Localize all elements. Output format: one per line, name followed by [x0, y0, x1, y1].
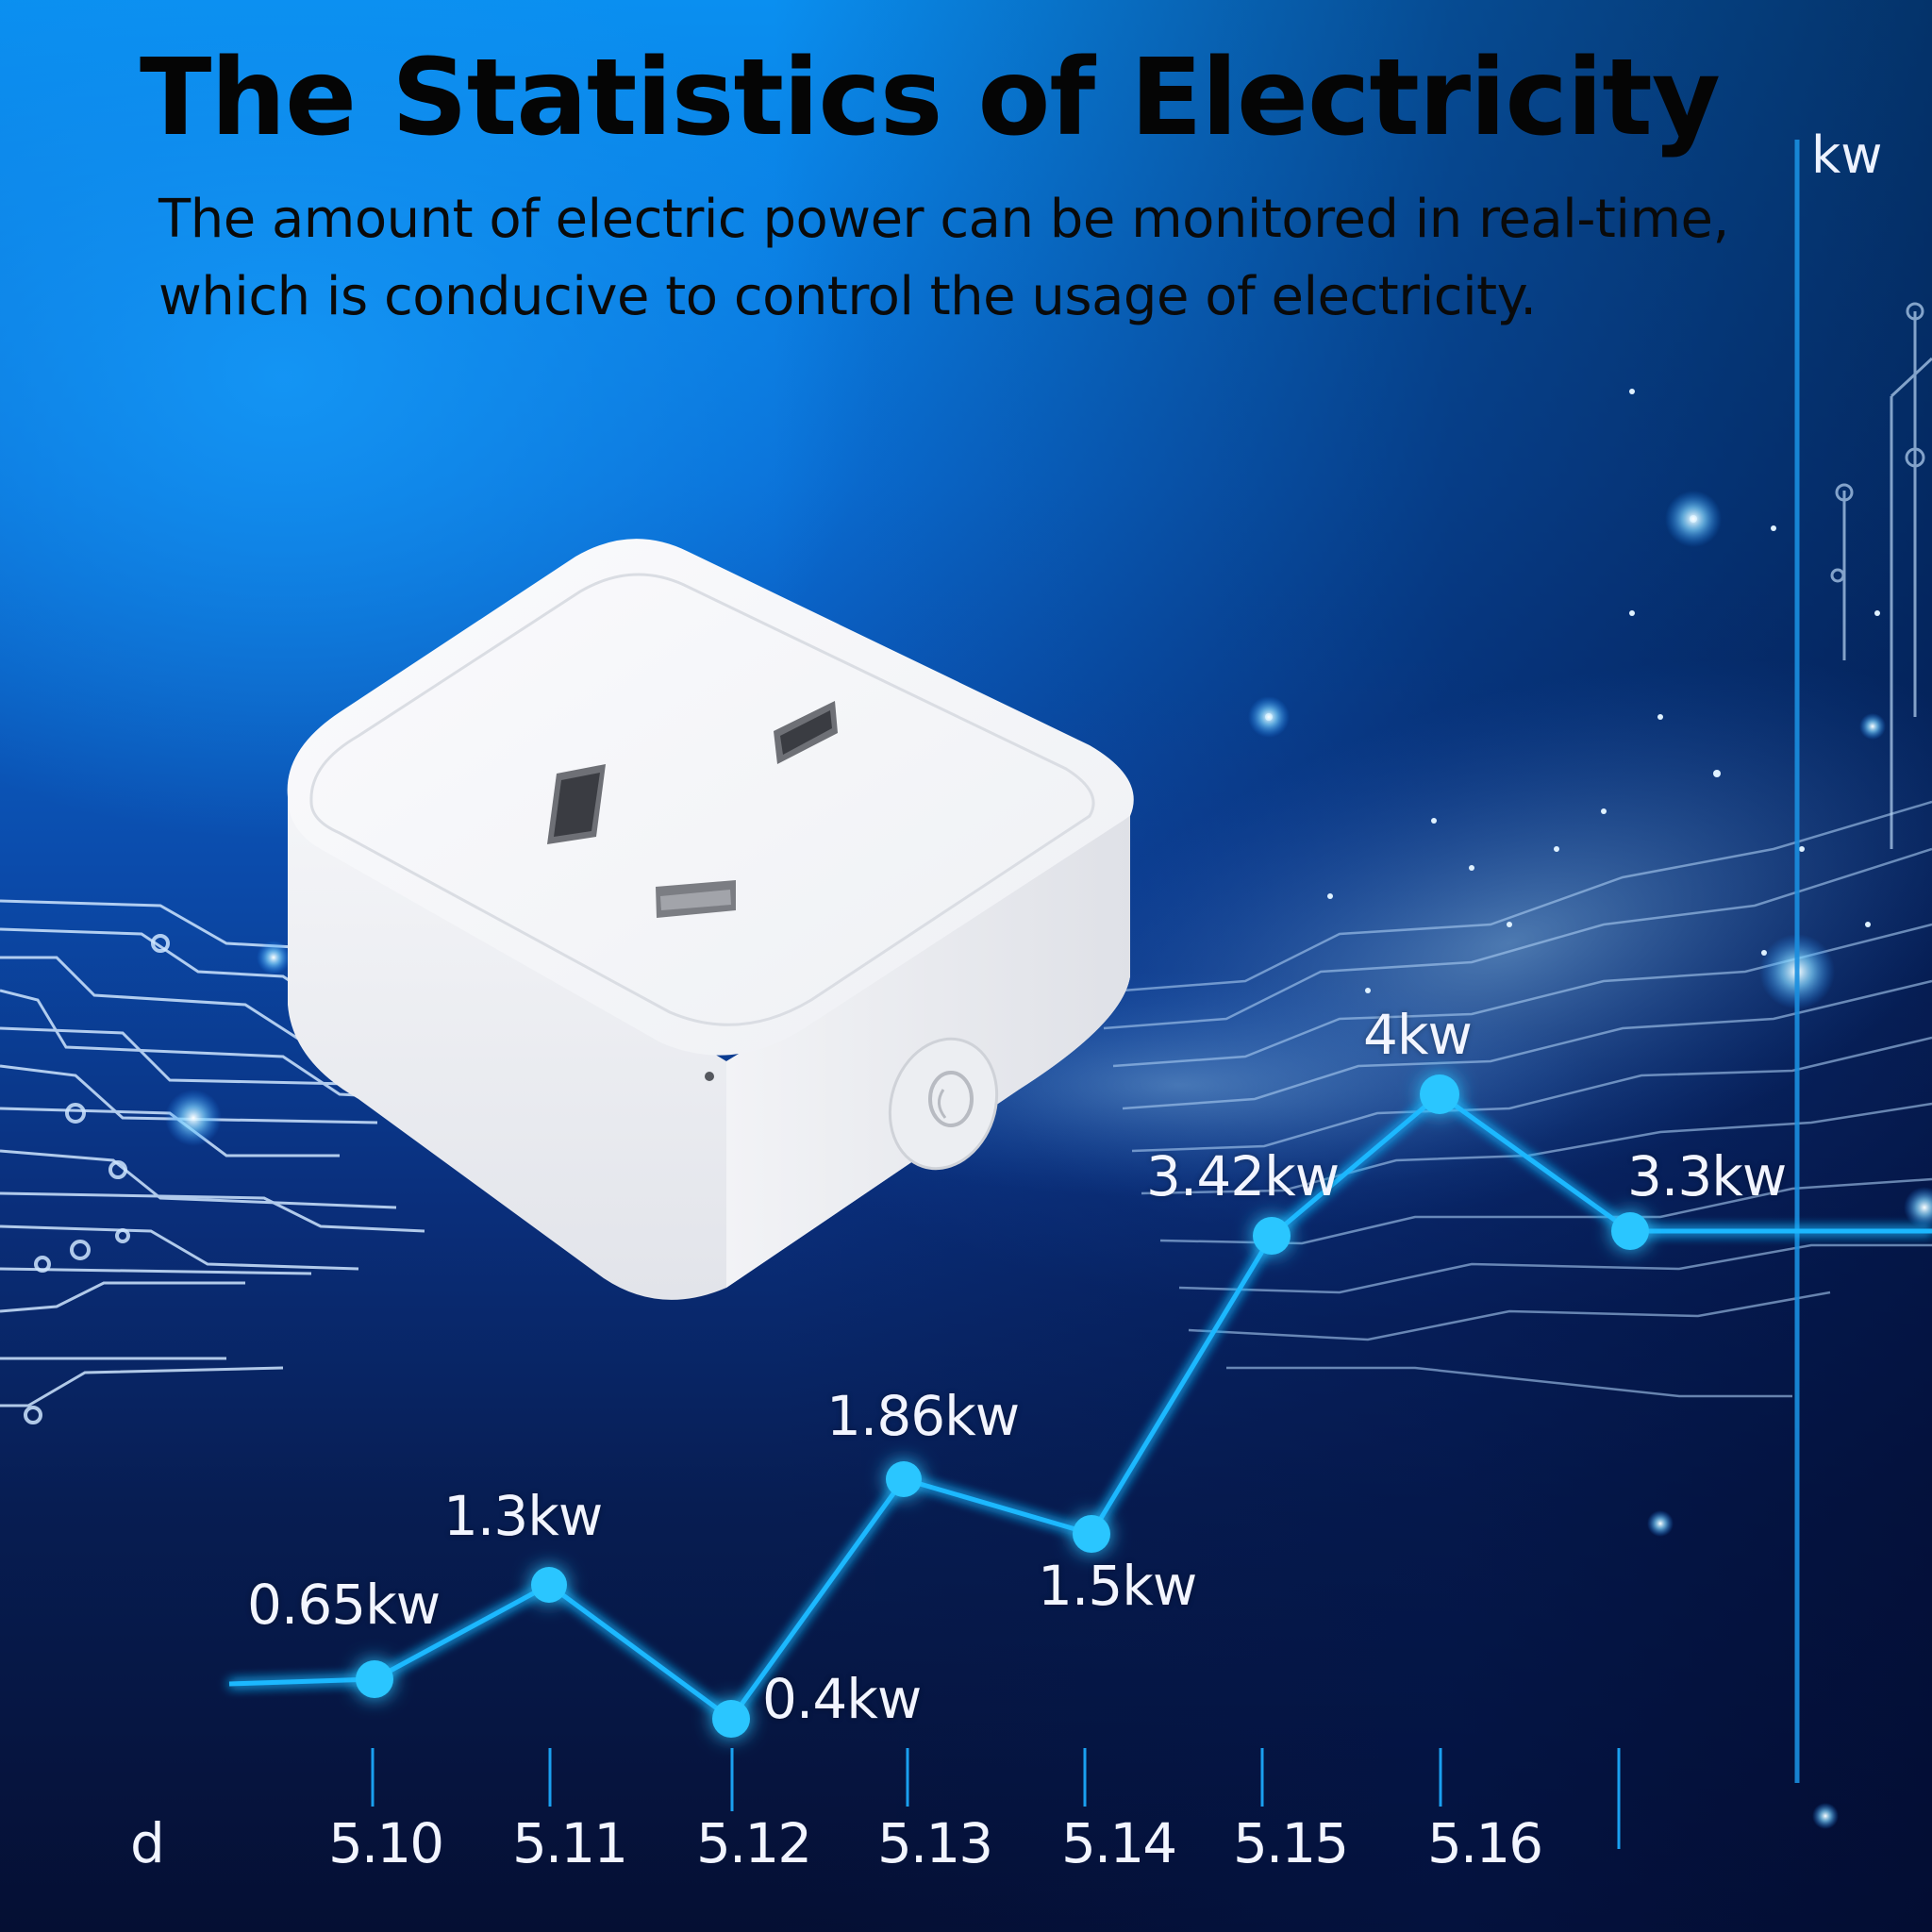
smart-plug-image: [287, 539, 1134, 1300]
x-tick-label: 5.12: [696, 1811, 812, 1875]
x-tick-label: 5.15: [1233, 1811, 1349, 1875]
point-label: 1.5kw: [1038, 1554, 1197, 1618]
y-axis-unit: kw: [1811, 125, 1883, 185]
page-subtitle: The amount of electric power can be moni…: [158, 181, 1729, 336]
point-label: 1.86kw: [826, 1384, 1020, 1448]
outlet-slots: [547, 701, 838, 918]
led-indicator: [705, 1072, 714, 1081]
point-label: 4kw: [1363, 1003, 1473, 1067]
x-tick-label: 5.10: [328, 1811, 444, 1875]
subtitle-line-1: The amount of electric power can be moni…: [158, 189, 1729, 250]
x-tick-label: 5.16: [1427, 1811, 1543, 1875]
point-label: 3.42kw: [1146, 1144, 1340, 1208]
x-ticks: [371, 1748, 1621, 1849]
x-tick-label: 5.14: [1061, 1811, 1177, 1875]
x-axis-unit: d: [130, 1811, 165, 1875]
page-title: The Statistics of Electricity: [140, 37, 1721, 159]
point-label: 0.4kw: [762, 1667, 922, 1731]
x-tick-label: 5.13: [877, 1811, 993, 1875]
power-series-line: [228, 1091, 1932, 1722]
point-label: 1.3kw: [443, 1484, 603, 1548]
point-label: 0.65kw: [247, 1573, 441, 1637]
point-label: 3.3kw: [1627, 1144, 1787, 1208]
data-nodes: [356, 1074, 1649, 1738]
x-tick-label: 5.11: [512, 1811, 628, 1875]
subtitle-line-2: which is conducive to control the usage …: [158, 266, 1537, 327]
power-button: [888, 1037, 999, 1171]
